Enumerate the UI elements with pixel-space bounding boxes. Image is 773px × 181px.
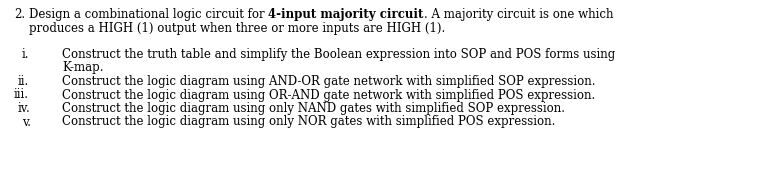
- Text: 2.: 2.: [14, 8, 26, 21]
- Text: . A majority circuit is one which: . A majority circuit is one which: [424, 8, 613, 21]
- Text: produces a HIGH (1) output when three or more inputs are HIGH (1).: produces a HIGH (1) output when three or…: [29, 22, 445, 35]
- Text: v.: v.: [22, 115, 31, 129]
- Text: iii.: iii.: [14, 89, 29, 102]
- Text: ii.: ii.: [18, 75, 29, 88]
- Text: Construct the truth table and simplify the Boolean expression into SOP and POS f: Construct the truth table and simplify t…: [62, 48, 615, 61]
- Text: Construct the logic diagram using only NAND gates with simplified SOP expression: Construct the logic diagram using only N…: [62, 102, 565, 115]
- Text: Construct the logic diagram using AND-OR gate network with simplified SOP expres: Construct the logic diagram using AND-OR…: [62, 75, 595, 88]
- Text: iv.: iv.: [18, 102, 31, 115]
- Text: Construct the logic diagram using only NOR gates with simplified POS expression.: Construct the logic diagram using only N…: [62, 115, 555, 129]
- Text: Design a combinational logic circuit for: Design a combinational logic circuit for: [29, 8, 268, 21]
- Text: Construct the logic diagram using OR-AND gate network with simplified POS expres: Construct the logic diagram using OR-AND…: [62, 89, 595, 102]
- Text: 4-input majority circuit: 4-input majority circuit: [268, 8, 424, 21]
- Text: K-map.: K-map.: [62, 62, 104, 75]
- Text: i.: i.: [22, 48, 29, 61]
